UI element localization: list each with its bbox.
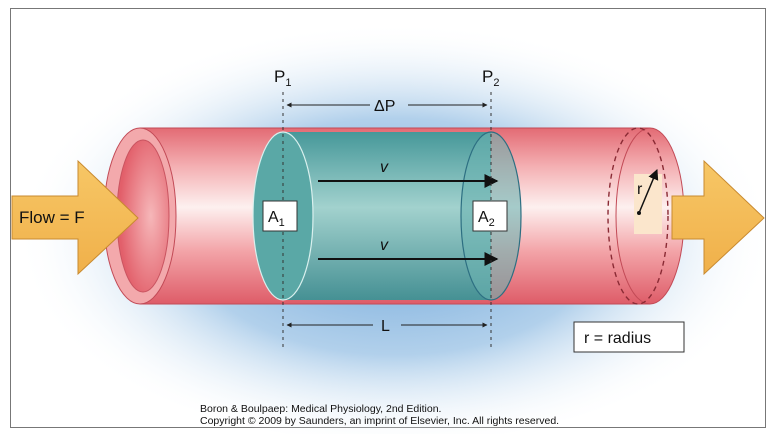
flow-arrow-in (11, 159, 139, 276)
a1-label: A1 (268, 209, 285, 229)
flow-label: Flow = F (19, 208, 85, 227)
p1-label: P1 (274, 67, 291, 89)
velocity-label-bottom: v (380, 237, 389, 254)
a2-label: A2 (478, 209, 495, 229)
caption-source: Boron & Boulpaep: Medical Physiology, 2n… (200, 403, 442, 415)
caption-copyright: Copyright © 2009 by Saunders, an imprint… (200, 415, 560, 427)
figure-caption: Boron & Boulpaep: Medical Physiology, 2n… (200, 403, 660, 427)
radius-center-dot (637, 211, 641, 215)
radius-symbol: r (637, 181, 643, 198)
a1-label-box (262, 200, 298, 232)
velocity-label-top: v (380, 159, 389, 176)
fluid-column (283, 132, 491, 300)
tube-end-dashed (607, 127, 669, 305)
flow-arrow-out (671, 159, 765, 276)
radius-label-bg (634, 174, 662, 234)
delta-p-label: ΔP (374, 98, 395, 115)
radius-line (638, 169, 659, 214)
a2-label-box (472, 200, 508, 232)
length-label: L (381, 318, 390, 335)
radius-legend-text: r = radius (584, 330, 651, 347)
p2-label: P2 (482, 67, 499, 89)
radius-legend-box (573, 321, 685, 353)
